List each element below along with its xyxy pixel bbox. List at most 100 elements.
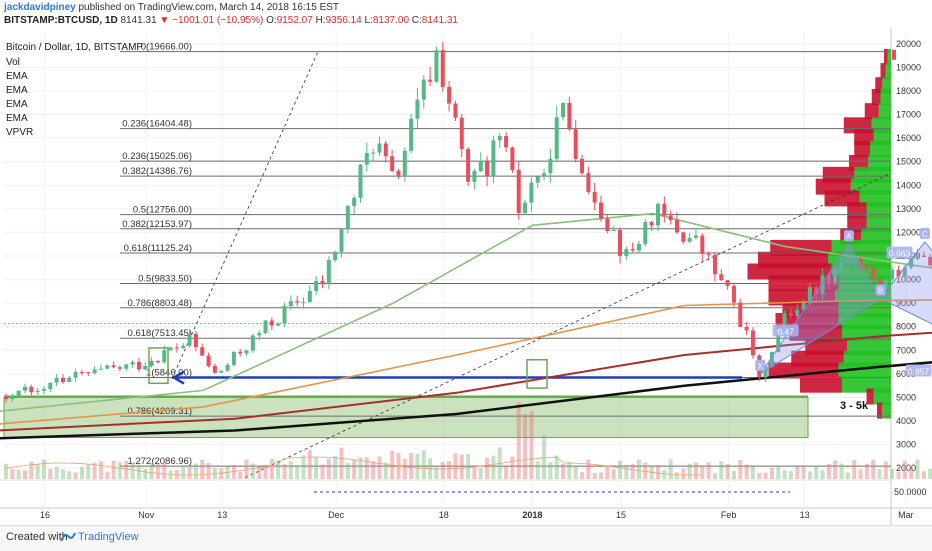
candle-body: [542, 173, 547, 177]
publish-info: published on TradingView.com, March 14, …: [78, 2, 340, 13]
x-tick-label: Mar: [898, 510, 914, 520]
y-tick-label: 18000: [896, 86, 921, 96]
x-tick-label: 16: [40, 510, 50, 520]
pattern-guide: [760, 297, 932, 375]
volume-bar: [788, 471, 793, 479]
volume-bar: [193, 463, 198, 479]
chart-title: Bitcoin / Dollar, 1D, BITSTAMP: [6, 42, 143, 53]
volume-bar: [801, 466, 806, 479]
legend-item: EMA: [6, 99, 28, 110]
price-chart[interactable]: 2000300040005000600070008000900010000110…: [0, 28, 932, 525]
pattern-ratio-label: 0.963: [889, 249, 911, 259]
candle-body: [421, 79, 426, 100]
candle-body: [624, 249, 629, 256]
x-tick-label: Dec: [328, 510, 345, 520]
candle-body: [687, 237, 692, 242]
ema-line: [0, 299, 932, 425]
candle-body: [554, 117, 559, 159]
candle-body: [168, 347, 173, 351]
open-label: O:: [266, 15, 277, 26]
pattern-ratio: 0.47: [772, 324, 799, 337]
candle-body: [339, 229, 344, 252]
candle-body: [257, 332, 262, 336]
vpvr-up-bar: [887, 48, 891, 65]
candle-body: [763, 366, 768, 378]
volume-bar: [580, 472, 585, 479]
volume-bar: [269, 459, 274, 479]
volume-bar: [681, 468, 686, 479]
volume-bar: [516, 402, 521, 479]
candle-body: [314, 281, 319, 292]
x-tick-label: 2018: [522, 510, 542, 520]
candle-body: [801, 302, 806, 310]
y-tick-label: 19000: [896, 62, 921, 72]
pattern-point-label: X: [758, 362, 764, 371]
tradingview-brand[interactable]: TradingView: [78, 531, 139, 543]
candle-body: [472, 171, 477, 182]
candle-body: [67, 377, 72, 383]
pattern-ratio: 0.857: [905, 364, 932, 377]
volume-bar: [434, 466, 439, 479]
volume-bar: [871, 459, 876, 479]
vpvr-down-bar: [800, 376, 842, 393]
volume-bar: [637, 459, 641, 479]
y-tick-label: 15000: [896, 157, 921, 167]
vpvr-down-bar: [847, 202, 867, 219]
high-label: H:: [315, 15, 326, 26]
y-tick-label: 14000: [896, 180, 921, 190]
volume-bar: [662, 470, 667, 479]
volume-bar: [301, 455, 306, 479]
candle-body: [852, 258, 857, 260]
volume-bar: [928, 468, 932, 479]
pattern-point-marker: [919, 227, 930, 239]
symbol-line: BITSTAMP:BTCUSD, 1D 8141.31 ▼ −1001.01 (…: [4, 15, 458, 26]
candle-body: [776, 331, 781, 353]
vpvr-down-bar: [871, 89, 881, 106]
x-tick-label: Nov: [138, 510, 155, 520]
candle-body: [491, 140, 496, 177]
volume-bar: [92, 462, 97, 479]
volume-bar: [807, 471, 812, 479]
author-link[interactable]: jackdavidpiney: [4, 2, 76, 13]
volume-bar: [548, 462, 553, 479]
candle-body: [244, 350, 249, 354]
volume-bar: [510, 456, 515, 479]
fib-level-label: 0.5(12756.00): [133, 205, 192, 216]
pattern-ratio-label: 0.47: [777, 326, 794, 336]
volume-bar: [750, 466, 755, 479]
symbol-label: BITSTAMP:BTCUSD, 1D: [4, 15, 118, 26]
volume-bar: [820, 470, 825, 479]
candle-body: [415, 99, 420, 119]
fib-level-label: 0.382(14386.76): [122, 166, 192, 177]
candle-body: [643, 221, 648, 244]
volume-bar: [67, 471, 72, 479]
candle-body: [599, 202, 604, 219]
volume-bar: [4, 463, 8, 479]
candle-body: [567, 102, 572, 130]
candle-body: [155, 360, 160, 363]
volume-bar: [877, 469, 882, 479]
candle-body: [693, 235, 698, 238]
candle-body: [124, 364, 129, 369]
low-label: L:: [364, 15, 373, 26]
ema-line: [0, 331, 932, 432]
volume-bar: [339, 447, 344, 479]
volume-bar: [320, 464, 325, 479]
candle-body: [883, 279, 888, 290]
volume-bar: [504, 466, 509, 479]
volume-bar: [143, 468, 148, 479]
candle-body: [390, 156, 395, 171]
volume-bar: [41, 459, 46, 479]
y-tick-label: 10000: [896, 275, 921, 285]
candle-body: [504, 136, 509, 148]
close-label: C:: [411, 15, 422, 26]
legend-item: Vol: [6, 57, 20, 68]
fib-level-label: 1(5846.00): [146, 368, 192, 379]
vpvr-up-bar: [882, 402, 891, 419]
volume-bar: [592, 472, 597, 479]
candle-body: [485, 160, 490, 177]
candle-body: [731, 285, 736, 303]
candle-body: [10, 396, 15, 400]
candle-body: [219, 370, 224, 373]
support-zone-top: [4, 395, 808, 398]
